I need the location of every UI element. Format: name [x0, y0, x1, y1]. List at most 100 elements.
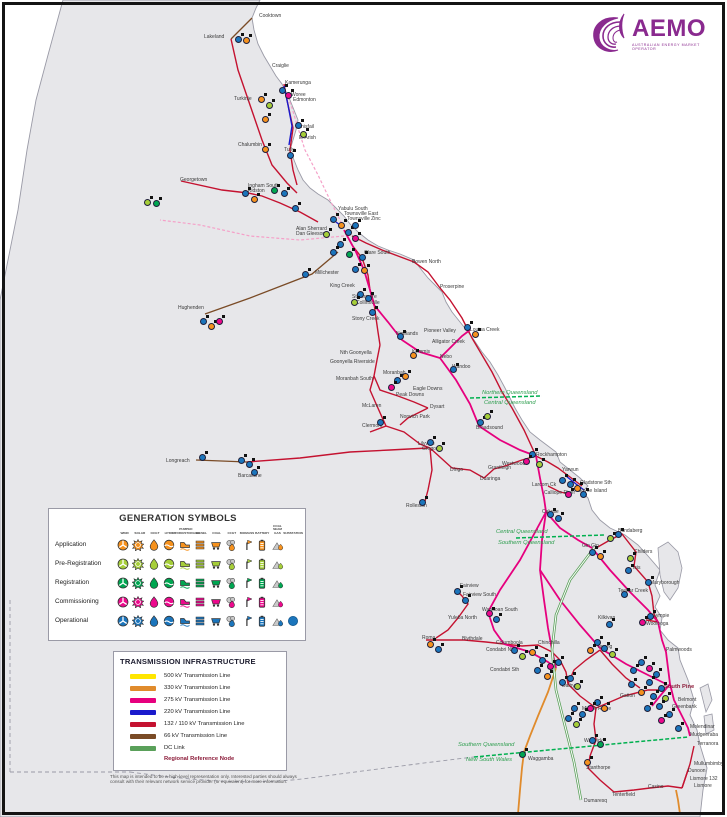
line-color-swatch — [130, 745, 156, 751]
generation-marker-icon — [359, 251, 368, 261]
generation-marker-icon — [555, 656, 564, 666]
line-type-label: 66 kV Transmission Line — [164, 733, 228, 739]
transmission-legend-rows: 500 kV Transmission Line 330 kV Transmiss… — [120, 670, 280, 754]
generation-marker-icon — [402, 370, 411, 380]
generation-marker-icon — [323, 228, 332, 238]
region-boundary-label: New South Wales — [466, 757, 512, 763]
regional-reference-node: South Pine — [664, 684, 695, 690]
generation-marker-icon — [555, 512, 564, 522]
generation-marker-icon — [484, 410, 493, 420]
aemo-logo-swirl-icon — [593, 13, 625, 52]
generation-marker-icon — [493, 613, 502, 623]
generation-row-commissioning: Commissioning — [55, 592, 301, 611]
map-label: Moranbah — [383, 370, 406, 376]
pumped-icon — [177, 558, 193, 570]
map-label: Cooktown — [259, 13, 282, 19]
generation-marker-icon — [580, 488, 589, 498]
map-label: Kilkivan — [598, 615, 616, 621]
ocgt-icon — [146, 577, 162, 589]
generation-marker-icon — [574, 482, 583, 492]
map-label: Middle Ridge — [582, 706, 612, 712]
coal-icon — [208, 596, 224, 608]
map-label: Woolooga — [646, 621, 669, 627]
map-label: Kemmis — [412, 349, 431, 355]
line-color-swatch — [130, 721, 156, 727]
generation-marker-icon — [653, 668, 662, 678]
generation-marker-icon — [262, 143, 271, 153]
generation-column-csg: COAL SEAM GAS — [272, 523, 282, 535]
line-dc-link — [550, 547, 596, 801]
state-borders — [9, 600, 475, 783]
regional-reference-node-label: Regional Reference Node — [164, 756, 235, 762]
generation-marker-icon — [597, 738, 606, 748]
region-boundary-label: Southern Queensland — [498, 540, 555, 546]
generation-marker-icon — [352, 232, 361, 242]
generation-marker-icon — [454, 585, 463, 595]
map-label: Terranora — [697, 741, 719, 747]
line-color-swatch — [130, 673, 156, 679]
generation-marker-icon — [271, 184, 280, 194]
battery-icon — [255, 615, 271, 627]
generation-marker-icon — [462, 594, 471, 604]
generation-marker-icon — [630, 664, 639, 674]
map-label: Bowen North — [412, 259, 441, 265]
generation-marker-icon — [486, 607, 495, 617]
transmission-legend-row: DC Link — [120, 742, 280, 754]
generation-column-diesel: DIESEL — [195, 530, 207, 535]
pumped-icon — [177, 577, 193, 589]
generation-marker-icon — [464, 321, 473, 331]
generation-marker-icon — [419, 496, 428, 506]
wind-icon — [115, 577, 131, 589]
generation-column-hydro: HYDRO — [164, 530, 176, 535]
generation-marker-icon — [435, 643, 444, 653]
moreton-island — [699, 683, 713, 714]
generation-marker-icon — [511, 644, 520, 654]
line-type-label: 500 kV Transmission Line — [164, 673, 231, 679]
map-label: Hughenden — [178, 305, 204, 311]
map-label: Rolleston — [406, 503, 427, 509]
map-label: Dalby — [562, 683, 575, 689]
generation-marker-icon — [397, 330, 406, 340]
region-boundary-label: Central Queensland — [496, 529, 548, 535]
generation-marker-icon — [529, 646, 538, 656]
diesel-icon — [193, 558, 209, 570]
map-label: Condabri Nth — [486, 647, 516, 653]
generation-column-biomass: BIOMASS — [239, 530, 255, 535]
map-label: Teebar Creek — [618, 588, 649, 594]
generation-marker-icon — [607, 532, 616, 542]
generation-marker-icon — [388, 381, 397, 391]
generation-marker-icon — [536, 458, 545, 468]
line-type-label: 330 kV Transmission Line — [164, 685, 231, 691]
generation-marker-icon — [450, 363, 459, 373]
hydro-icon — [162, 558, 178, 570]
pumped-icon — [177, 615, 193, 627]
generation-row-pre-registration: Pre-Registration — [55, 554, 301, 573]
map-label: Louisa Creek — [470, 327, 500, 333]
map-label: Columboola — [496, 640, 523, 646]
transmission-legend: TRANSMISSION INFRASTRUCTURE 500 kV Trans… — [113, 651, 287, 771]
generation-marker-icon — [627, 552, 636, 562]
pumped-icon — [177, 539, 193, 551]
lines-275kv-proposed — [159, 91, 345, 241]
transmission-legend-row: 220 kV Transmission Line — [120, 706, 280, 718]
generation-marker-icon — [377, 416, 386, 426]
transmission-legend-row: 132 / 110 kV Transmission Line — [120, 718, 280, 730]
map-label: Alan Sherrard — [296, 226, 327, 232]
map-label: Moranbah South — [336, 376, 373, 382]
map-label: Norwich Park — [400, 414, 430, 420]
map-label: Tully — [284, 147, 295, 153]
generation-marker-icon — [477, 416, 486, 426]
map-label: El Arish — [299, 135, 316, 141]
map-label: Townsville Zinc — [347, 216, 381, 222]
generation-marker-icon — [369, 306, 378, 316]
generation-marker-icon — [200, 315, 209, 325]
generation-symbols-legend: GENERATION SYMBOLS WIND SOLAR OCGT HYDRO PUM… — [48, 508, 306, 641]
generation-marker-icon — [519, 650, 528, 660]
generation-marker-icon — [330, 213, 339, 223]
map-label: Boyne Island — [578, 488, 607, 494]
generation-row-label: Pre-Registration — [55, 560, 102, 567]
region-boundary-label: Southern Queensland — [458, 742, 515, 748]
generation-marker-icon — [573, 718, 582, 728]
generation-marker-icon — [621, 588, 630, 598]
